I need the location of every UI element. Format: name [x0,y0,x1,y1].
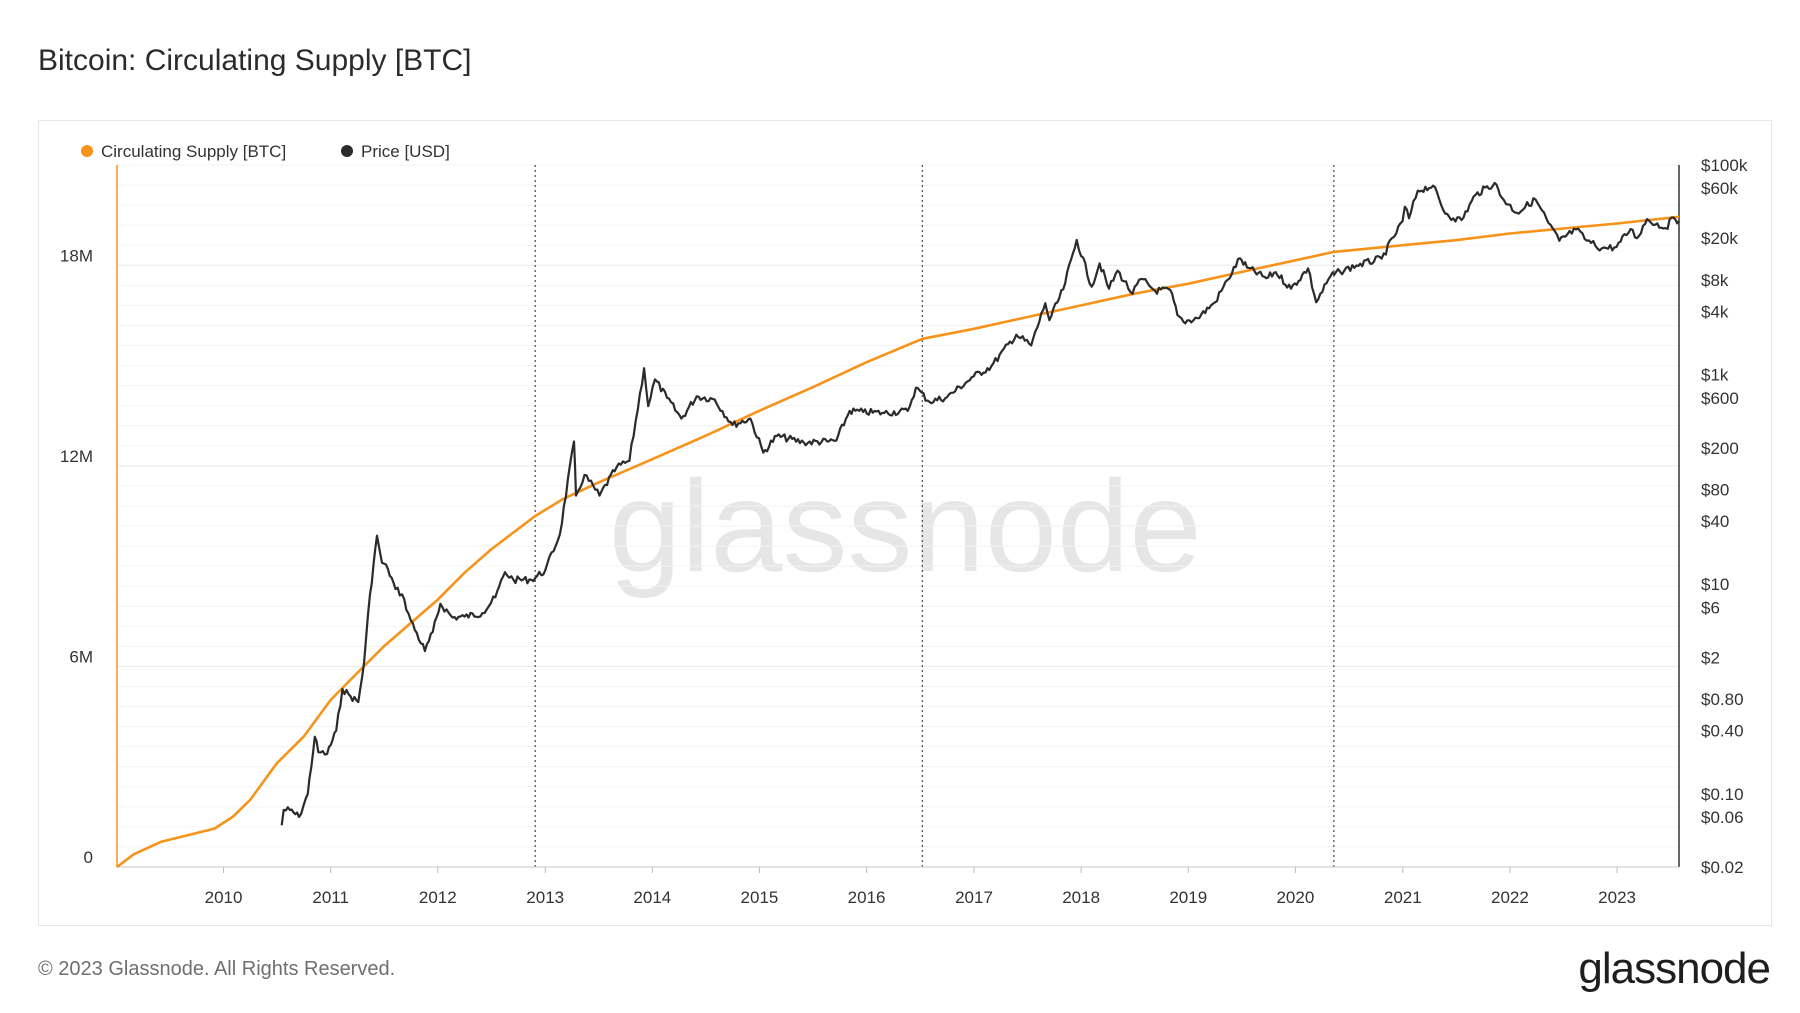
y-right-tick-label: $2 [1701,648,1720,667]
y-right-tick-label: $200 [1701,439,1739,458]
y-right-tick-label: $600 [1701,389,1739,408]
x-tick-label: 2012 [419,888,457,907]
series [116,181,1680,869]
y-right-tick-label: $80 [1701,481,1729,500]
y-right-tick-label: $0.10 [1701,785,1744,804]
y-right-tick-label: $100k [1701,156,1748,175]
chart-svg[interactable]: glassnode 06M12M18M$100k$60k$20k$8k$4k$1… [39,121,1773,927]
y-left-tick-label: 12M [60,447,93,466]
x-tick-label: 2018 [1062,888,1100,907]
y-right-tick-label: $8k [1701,271,1729,290]
y-right-tick-label: $0.06 [1701,808,1744,827]
y-right-tick-label: $40 [1701,512,1729,531]
legend-marker-price [341,145,353,157]
x-tick-label: 2023 [1598,888,1636,907]
x-tick-label: 2017 [955,888,993,907]
page-title: Bitcoin: Circulating Supply [BTC] [38,44,472,77]
x-tick-label: 2013 [526,888,564,907]
legend-label-price[interactable]: Price [USD] [361,142,450,161]
y-right-tick-label: $1k [1701,366,1729,385]
supply-line[interactable] [116,215,1680,869]
y-left-tick-label: 6M [69,647,93,666]
y-right-tick-label: $0.02 [1701,858,1744,877]
axes: 0 6M 12M 18M $100k $60k $20k $8k $4k $1k $600 $200 $… [60,156,1748,907]
y-right-tick-label: $20k [1701,229,1738,248]
price-line[interactable] [280,181,1680,826]
y-right-tick-label: $0.40 [1701,722,1744,741]
x-tick-label: 2019 [1169,888,1207,907]
y-left-tick-label: 0 [84,848,93,867]
x-tick-label: 2011 [312,888,349,907]
y-right-tick-label: $0.80 [1701,690,1744,709]
legend: Circulating Supply [BTC] Price [USD] [81,142,450,161]
x-tick-label: 2014 [633,888,671,907]
x-tick-label: 2021 [1384,888,1422,907]
y-right-tick-label: $10 [1701,575,1729,594]
y-right-tick-label: $60k [1701,179,1738,198]
x-tick-label: 2020 [1276,888,1314,907]
x-tick-label: 2010 [205,888,243,907]
x-tick-label: 2015 [741,888,779,907]
legend-label-supply[interactable]: Circulating Supply [BTC] [101,142,286,161]
y-left-tick-label: 18M [60,246,93,265]
y-right-tick-label: $4k [1701,302,1729,321]
chart-container: glassnode 0 6M 12M 18M $100k $60k $20k $8k $4k $1… [38,120,1772,926]
y-right-tick-label: $6 [1701,598,1720,617]
footer-copyright: © 2023 Glassnode. All Rights Reserved. [38,958,396,980]
legend-marker-supply [81,145,93,157]
x-tick-label: 2016 [848,888,886,907]
x-tick-label: 2022 [1491,888,1529,907]
glassnode-logo[interactable]: glassnode [1578,944,1771,993]
